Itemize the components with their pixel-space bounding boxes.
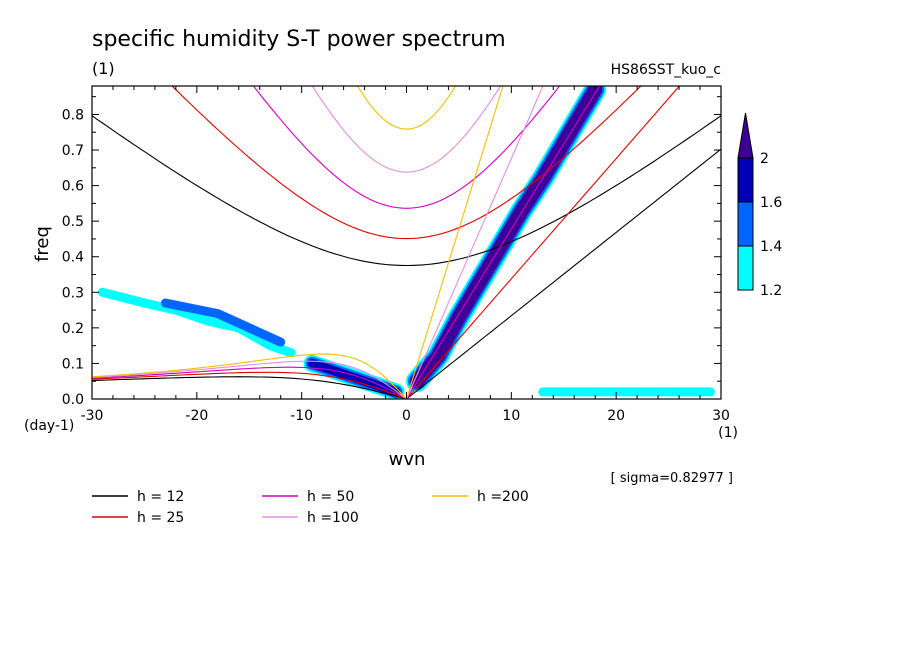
gravity-curve-3 [311, 86, 502, 173]
kelvin-curve-4 [405, 86, 504, 399]
rossby-curve-2 [92, 366, 407, 399]
legend-label-3: h =100 [307, 510, 359, 526]
x-tick-label: -10 [290, 408, 313, 424]
rossby-curve-0 [92, 376, 407, 399]
plot-frame [91, 85, 722, 400]
colorbar-label: 1.4 [760, 239, 782, 255]
legend-label-0: h = 12 [137, 489, 184, 505]
band-1 [307, 358, 401, 397]
y-axis-label: freq [32, 226, 53, 262]
gravity-curve-2 [252, 86, 561, 209]
y-axis: 0.0 0.1 0.2 0.3 0.4 0.5 0.6 0.7 0.8 [62, 96, 721, 408]
legend-label-4: h =200 [477, 489, 529, 505]
chart-title: specific humidity S-T power spectrum [92, 27, 506, 52]
colorbar-label: 2 [760, 151, 769, 167]
colorbar: 2 1.6 1.4 1.2 [737, 112, 782, 299]
colorbar-swatch-0 [737, 157, 754, 203]
y-tick-label: 0.8 [62, 107, 84, 123]
x-axis: -30 -20 -10 0 10 20 30 [81, 86, 730, 424]
rossby-curve-1 [92, 371, 407, 399]
x-unit-label: (1) [718, 425, 738, 441]
gravity-curve-1 [171, 86, 642, 240]
kelvin-curve-2 [406, 86, 601, 399]
kelvin-curve-3 [405, 86, 544, 399]
legend: h = 12 h = 25 h = 50 h =100 h =200 [92, 489, 529, 526]
band-0 [410, 86, 603, 389]
gravity-curve-4 [356, 86, 457, 130]
y-tick-label: 0.5 [62, 214, 84, 230]
gravity-curve-0 [92, 115, 721, 267]
y-tick-label: 0.1 [62, 356, 84, 372]
kelvin-curve-0 [406, 148, 721, 399]
x-tick-label: 30 [712, 408, 730, 424]
x-tick-label: -30 [81, 408, 104, 424]
sigma-note: [ sigma=0.82977 ] [611, 471, 733, 486]
x-tick-label: 20 [607, 408, 625, 424]
x-tick-label: 0 [402, 408, 411, 424]
chart-subtitle-left: (1) [92, 59, 115, 78]
y-tick-label: 0.2 [62, 321, 84, 337]
y-tick-label: 0.7 [62, 143, 84, 159]
dispersion-curves [92, 86, 721, 399]
y-tick-label: 0.4 [62, 250, 84, 266]
y-tick-label: 0.6 [62, 179, 84, 195]
colorbar-arrow [737, 112, 754, 159]
y-unit-label: (day-1) [24, 418, 74, 434]
band-3 [160, 298, 286, 347]
band-2 [98, 287, 296, 358]
colorbar-label: 1.2 [760, 283, 782, 299]
legend-label-2: h = 50 [307, 489, 354, 505]
y-tick-label: 0.0 [62, 392, 84, 408]
rossby-curve-3 [92, 360, 407, 399]
kelvin-curve-1 [406, 86, 681, 399]
legend-label-1: h = 25 [137, 510, 184, 526]
colorbar-swatch-2 [737, 245, 754, 291]
colorbar-label: 1.6 [760, 195, 782, 211]
power-spectrum-shading [98, 86, 715, 399]
chart-subtitle-right: HS86SST_kuo_c [611, 62, 721, 78]
rossby-curve-4 [92, 353, 407, 399]
x-axis-label: wvn [389, 449, 426, 470]
colorbar-swatch-1 [737, 201, 754, 247]
x-tick-label: -20 [185, 408, 208, 424]
x-tick-label: 10 [502, 408, 520, 424]
y-tick-label: 0.3 [62, 285, 84, 301]
